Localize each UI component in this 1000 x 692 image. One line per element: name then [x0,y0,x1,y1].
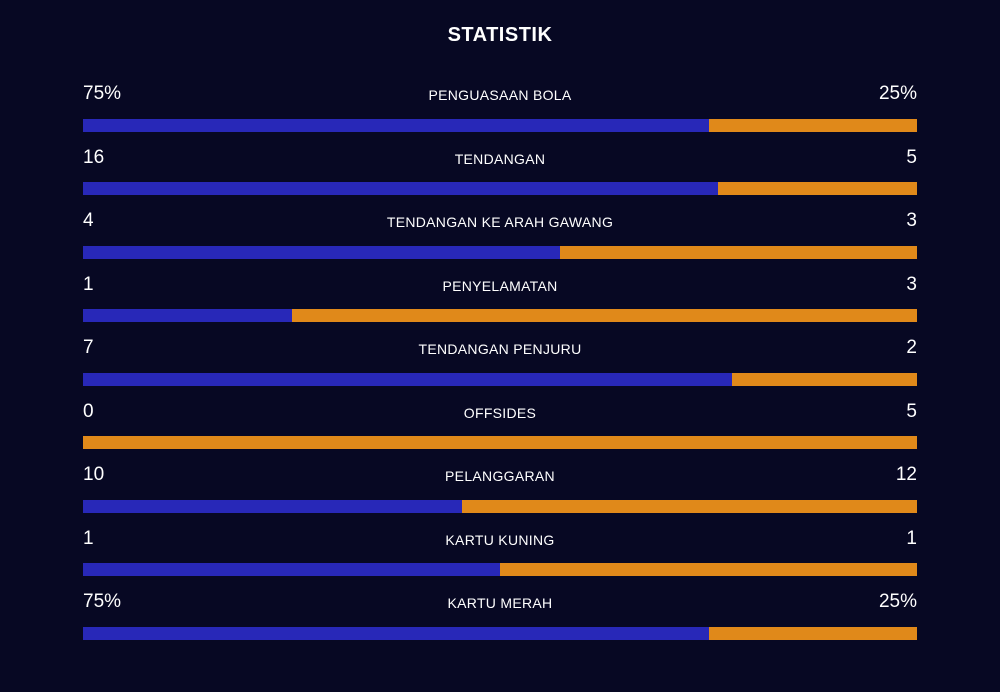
home-value: 16 [83,146,105,168]
stat-label: KARTU KUNING [445,531,555,548]
stat-row: 7 TENDANGAN PENJURU 2 [83,334,917,398]
away-value: 3 [906,210,917,231]
stat-row: 0 OFFSIDES 5 [83,398,917,462]
stat-label: PENYELAMATAN [442,277,558,294]
stat-row-header: 1 PENYELAMATAN 3 [83,271,917,299]
stat-label: KARTU MERAH [447,595,553,611]
stat-label: OFFSIDES [463,404,537,421]
stat-bar-home [83,372,732,386]
stat-label: TENDANGAN PENJURU [418,341,582,357]
stat-bar [83,245,917,259]
stat-row-header: 1 KARTU KUNING 1 [83,525,917,553]
away-value: 5 [906,146,917,168]
stat-row: 75% PENGUASAAN BOLA 25% [83,80,917,144]
home-value: 75% [83,591,122,612]
stat-bar [83,182,917,195]
stat-row-header: 0 OFFSIDES 5 [83,398,917,426]
stat-bar-away [291,309,917,322]
stat-bar-home [83,499,463,513]
stat-bar [83,626,917,640]
stat-row-header: 16 TENDANGAN 5 [83,144,917,172]
away-value: 25% [878,83,917,104]
home-value: 0 [83,400,94,422]
stat-label: TENDANGAN [454,150,546,167]
stat-bar [83,436,917,449]
home-value: 75% [83,83,122,104]
away-value: 25% [878,591,917,612]
stat-bar-home [83,563,500,576]
away-value: 2 [906,337,917,358]
stat-bar-away [731,372,917,386]
stat-bar-home [83,309,292,322]
stat-row-header: 7 TENDANGAN PENJURU 2 [83,334,917,362]
stat-row: 1 PENYELAMATAN 3 [83,271,917,335]
stat-label: PELANGGARAN [445,468,555,484]
stat-bar-away [83,436,917,449]
home-value: 7 [83,337,94,358]
stat-bar [83,309,917,322]
stat-bar-away [500,563,917,576]
stat-bar-home [83,626,709,640]
stat-row: 75% KARTU MERAH 25% [83,588,917,652]
away-value: 5 [906,400,917,422]
stat-bar-home [83,182,719,195]
away-value: 1 [906,527,917,549]
stat-row: 1 KARTU KUNING 1 [83,525,917,589]
stat-row-header: 75% PENGUASAAN BOLA 25% [83,80,917,108]
stat-row-header: 10 PELANGGARAN 12 [83,461,917,489]
stat-label: TENDANGAN KE ARAH GAWANG [386,214,614,230]
home-value: 10 [83,464,105,485]
stat-row: 16 TENDANGAN 5 [83,144,917,208]
home-value: 1 [83,273,94,295]
stat-row-header: 75% KARTU MERAH 25% [83,588,917,616]
away-value: 3 [906,273,917,295]
stat-bar-away [708,626,917,640]
stat-bar-away [708,118,917,132]
stat-bar [83,499,917,513]
away-value: 12 [895,464,917,485]
stat-bar-home [83,118,709,132]
stat-bar-away [718,182,917,195]
stat-bar-away [559,245,917,259]
home-value: 4 [83,210,94,231]
stat-bar [83,372,917,386]
stat-bar-home [83,245,560,259]
stat-bar [83,118,917,132]
stat-row: 10 PELANGGARAN 12 [83,461,917,525]
stat-label: PENGUASAAN BOLA [428,87,572,103]
stat-row-header: 4 TENDANGAN KE ARAH GAWANG 3 [83,207,917,235]
stats-list: 75% PENGUASAAN BOLA 25% 16 TENDANGAN 5 4 TENDAN… [83,80,917,652]
stat-bar-away [462,499,917,513]
stat-bar [83,563,917,576]
stat-row: 4 TENDANGAN KE ARAH GAWANG 3 [83,207,917,271]
stats-title: STATISTIK [447,24,553,46]
home-value: 1 [83,527,94,549]
